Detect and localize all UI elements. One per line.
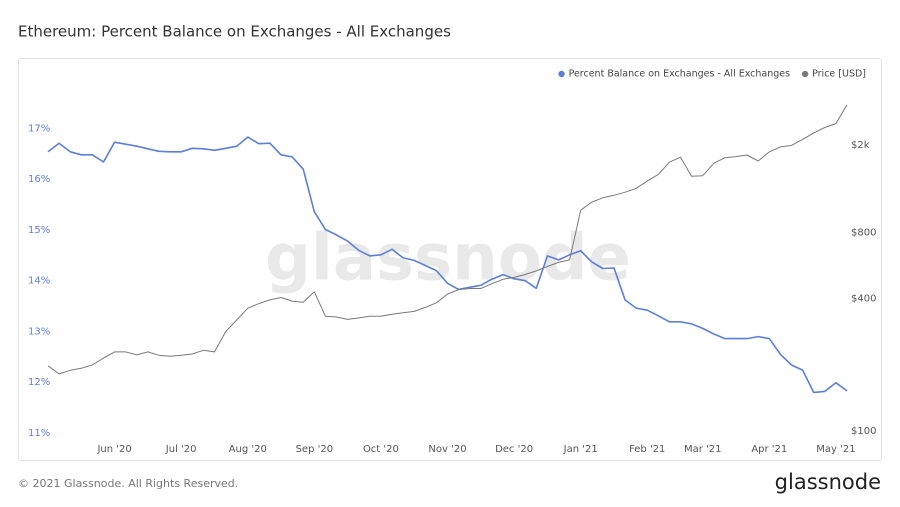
y-tick-label: 17% — [28, 123, 50, 134]
y-tick-label: 16% — [28, 174, 50, 185]
legend-marker — [558, 70, 565, 78]
y2-tick-label: $800 — [851, 227, 876, 238]
y2-tick-label: $2k — [851, 140, 870, 151]
x-tick-label: Apr '21 — [751, 444, 787, 455]
chart-panel — [18, 58, 882, 461]
series-line — [47, 104, 848, 375]
x-tick-label: Mar '21 — [684, 444, 722, 455]
x-tick-label: Jun '20 — [96, 444, 131, 455]
x-tick-label: May '21 — [816, 444, 855, 455]
x-tick-label: Dec '20 — [495, 444, 533, 455]
x-tick-label: Jul '20 — [165, 444, 197, 455]
x-tick-label: Aug '20 — [229, 444, 267, 455]
y2-tick-label: $100 — [851, 426, 876, 437]
legend-label: Price [USD] — [812, 69, 866, 80]
copyright: © 2021 Glassnode. All Rights Reserved. — [18, 477, 238, 490]
legend-marker — [801, 70, 809, 78]
x-tick-label: Nov '20 — [428, 444, 466, 455]
chart-title: Ethereum: Percent Balance on Exchanges -… — [18, 23, 451, 41]
x-tick-label: Oct '20 — [363, 444, 399, 455]
brand-logo: glassnode — [775, 470, 881, 494]
x-tick-label: Feb '21 — [629, 444, 665, 455]
y-tick-label: 11% — [28, 428, 50, 439]
series-line — [47, 136, 848, 394]
x-tick-label: Jan '21 — [563, 444, 598, 455]
y-tick-label: 13% — [28, 326, 50, 337]
legend-label: Percent Balance on Exchanges - All Excha… — [569, 69, 791, 80]
y-tick-label: 12% — [28, 377, 50, 388]
y-tick-label: 14% — [28, 276, 50, 287]
y2-tick-label: $400 — [851, 294, 876, 305]
x-tick-label: Sep '20 — [296, 444, 334, 455]
y-tick-label: 15% — [28, 225, 50, 236]
